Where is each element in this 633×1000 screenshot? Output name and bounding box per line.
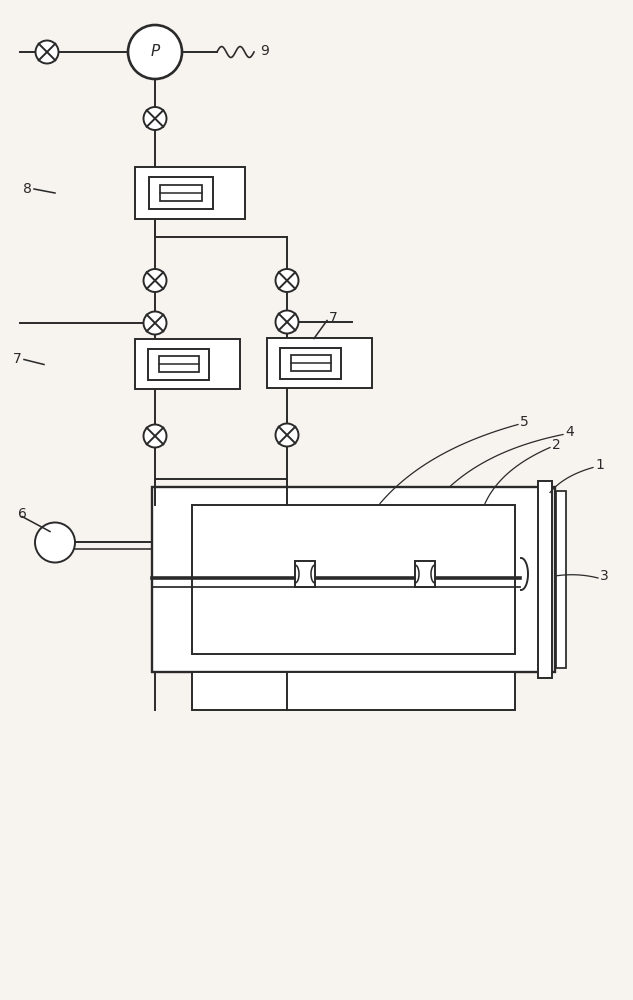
- Text: 7: 7: [13, 352, 22, 366]
- Bar: [192, 672, 515, 710]
- Circle shape: [35, 40, 58, 64]
- Bar: [152, 487, 555, 672]
- Bar: [266, 338, 372, 388]
- Circle shape: [35, 522, 75, 562]
- Text: 7: 7: [329, 311, 338, 325]
- Circle shape: [144, 107, 166, 130]
- Bar: [135, 167, 245, 219]
- Text: 3: 3: [600, 569, 609, 583]
- Text: 1: 1: [595, 458, 604, 472]
- Bar: [538, 481, 552, 678]
- Bar: [415, 561, 435, 587]
- Text: 5: 5: [520, 415, 529, 429]
- Bar: [134, 339, 239, 389]
- Text: 8: 8: [23, 182, 32, 196]
- Text: 6: 6: [18, 507, 27, 521]
- Text: 4: 4: [565, 425, 573, 439]
- Circle shape: [144, 269, 166, 292]
- Bar: [291, 355, 330, 371]
- Circle shape: [275, 310, 299, 333]
- Bar: [280, 348, 341, 379]
- Text: 9: 9: [260, 44, 269, 58]
- Bar: [159, 356, 199, 372]
- Circle shape: [144, 311, 166, 334]
- Bar: [148, 349, 209, 380]
- Text: 2: 2: [552, 438, 561, 452]
- Bar: [556, 491, 566, 668]
- Bar: [192, 505, 515, 654]
- Circle shape: [144, 424, 166, 447]
- Bar: [160, 185, 202, 201]
- Bar: [295, 561, 315, 587]
- Circle shape: [275, 269, 299, 292]
- Text: P: P: [151, 43, 160, 58]
- Circle shape: [128, 25, 182, 79]
- Circle shape: [275, 423, 299, 446]
- Bar: [149, 177, 213, 209]
